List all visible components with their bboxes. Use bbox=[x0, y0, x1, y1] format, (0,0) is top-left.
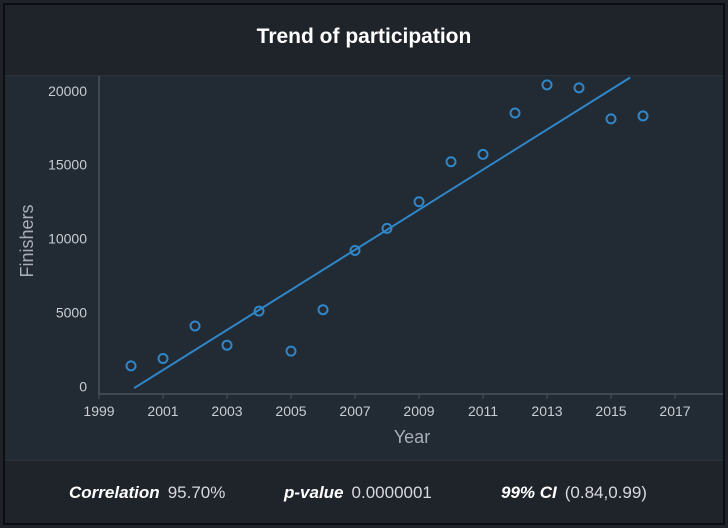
stat-correlation: Correlation 95.70% bbox=[69, 483, 225, 503]
x-tick-label: 2011 bbox=[468, 403, 498, 419]
x-tick-label: 2003 bbox=[211, 403, 242, 419]
stats-footer: Correlation 95.70% p-value 0.0000001 99% C… bbox=[5, 460, 723, 523]
stat-value: 0.0000001 bbox=[351, 483, 432, 502]
stat-label: Correlation bbox=[69, 483, 160, 502]
chart-card: Trend of participation Finishers Year 0 5… bbox=[3, 3, 725, 525]
x-tick-label: 2005 bbox=[275, 403, 306, 419]
y-tick-label: 15000 bbox=[48, 157, 87, 173]
plot-area: Finishers Year 0 5000 10000 15000 20000 1999 2… bbox=[5, 76, 723, 459]
stat-ci: 99% CI (0.84,0.99) bbox=[501, 483, 647, 503]
data-point bbox=[125, 360, 137, 372]
data-point bbox=[189, 320, 201, 332]
data-point bbox=[445, 156, 457, 168]
stat-label: p-value bbox=[284, 483, 344, 502]
x-axis-title: Year bbox=[394, 427, 430, 447]
data-point bbox=[573, 82, 585, 94]
scatter-chart: Finishers Year 0 5000 10000 15000 20000 1999 2… bbox=[17, 76, 723, 447]
y-axis-title: Finishers bbox=[17, 204, 37, 277]
data-point bbox=[157, 353, 169, 365]
data-point bbox=[285, 345, 297, 357]
y-tick-label: 5000 bbox=[56, 305, 87, 321]
x-tick-label: 2015 bbox=[595, 403, 626, 419]
data-point bbox=[605, 113, 617, 125]
data-point bbox=[253, 305, 265, 317]
y-tick-label: 0 bbox=[79, 379, 87, 395]
stat-label: 99% CI bbox=[501, 483, 557, 502]
data-point bbox=[349, 245, 361, 257]
data-point bbox=[477, 148, 489, 160]
x-tick-label: 2013 bbox=[531, 403, 562, 419]
stat-value: 95.70% bbox=[167, 483, 226, 502]
axis-ticks: 0 5000 10000 15000 20000 1999 2001 2003 2005 2007… bbox=[48, 83, 691, 419]
x-tick-label: 2001 bbox=[147, 403, 178, 419]
title-bar: Trend of participation bbox=[5, 5, 723, 76]
y-tick-label: 20000 bbox=[48, 83, 87, 99]
stat-value: (0.84,0.99) bbox=[564, 483, 647, 502]
data-point bbox=[221, 339, 233, 351]
x-tick-label: 2009 bbox=[403, 403, 434, 419]
data-point bbox=[381, 222, 393, 234]
data-point bbox=[509, 107, 521, 119]
x-tick-label: 2007 bbox=[339, 403, 370, 419]
trendline-group bbox=[133, 76, 631, 389]
data-point bbox=[413, 196, 425, 208]
stat-p-value: p-value 0.0000001 bbox=[284, 483, 432, 503]
x-tick-label: 2017 bbox=[659, 403, 690, 419]
y-tick-label: 10000 bbox=[48, 231, 87, 247]
x-tick-label: 1999 bbox=[83, 403, 114, 419]
data-points bbox=[125, 79, 649, 372]
trend-line bbox=[133, 76, 631, 389]
data-point bbox=[637, 110, 649, 122]
data-point bbox=[541, 79, 553, 91]
data-point bbox=[317, 304, 329, 316]
chart-title: Trend of participation bbox=[256, 25, 472, 48]
